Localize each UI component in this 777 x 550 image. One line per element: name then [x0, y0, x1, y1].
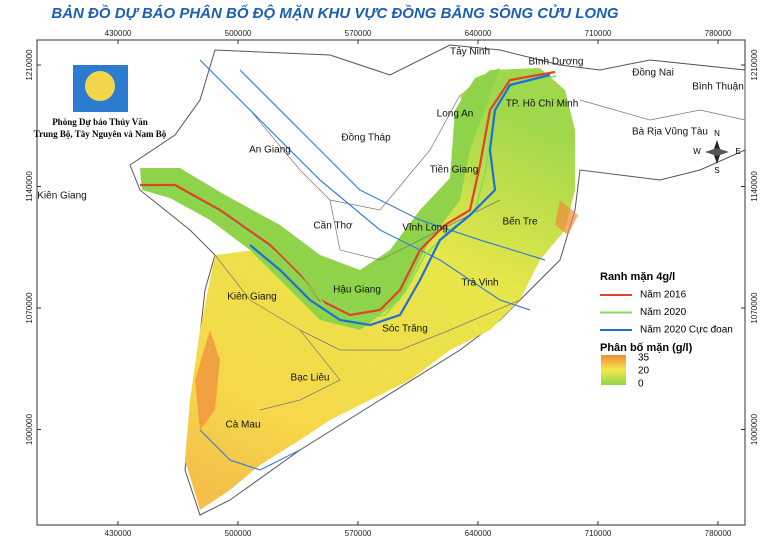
x-tick-label: 500000: [225, 529, 252, 538]
y-tick-label: 1070000: [25, 292, 34, 324]
scale-tick-label: 0: [638, 379, 644, 390]
compass-e: E: [735, 147, 740, 156]
province-label: Vĩnh Long: [402, 223, 448, 234]
rivers: [199, 59, 546, 471]
y-tick-label: 1000000: [750, 413, 759, 445]
province-label: TP. Hồ Chí Minh: [506, 98, 579, 110]
legend-scale: [601, 355, 626, 385]
province-label: Bến Tre: [502, 216, 537, 228]
logo-text: Trung Bộ, Tây Nguyên và Nam Bộ: [34, 129, 167, 139]
salinity-line-2020-extreme: [249, 73, 551, 327]
province-label: Long An: [437, 109, 474, 120]
logo-text: Phòng Dự báo Thủy Văn: [52, 117, 148, 127]
river: [199, 429, 301, 471]
y-tick-label: 1000000: [25, 413, 34, 445]
x-tick-label: 710000: [585, 529, 612, 538]
x-tick-label: 570000: [345, 29, 372, 38]
province-label: Đồng Nai: [632, 67, 674, 79]
province-label: Kiên Giang: [37, 191, 86, 202]
province-label: Cà Mau: [225, 420, 260, 431]
x-tick-label: 430000: [105, 29, 132, 38]
province-label: Bà Rịa Vũng Tàu: [632, 127, 708, 138]
province-label: Trà Vinh: [461, 278, 498, 289]
x-tick-label: 640000: [465, 529, 492, 538]
province-label: Bình Thuận: [692, 82, 744, 93]
province-label: Cần Thơ: [313, 220, 353, 232]
x-tick-label: 780000: [705, 529, 732, 538]
scale-tick-label: 20: [638, 366, 650, 377]
y-tick-label: 1210000: [750, 49, 759, 81]
x-tick-label: 430000: [105, 529, 132, 538]
province-label: Sóc Trăng: [382, 324, 428, 335]
province-label: Tây Ninh: [450, 47, 490, 58]
compass-needle: [705, 148, 729, 156]
y-tick-label: 1210000: [25, 49, 34, 81]
x-tick-label: 570000: [345, 529, 372, 538]
river: [199, 59, 531, 311]
province-label: Kiên Giang: [227, 292, 276, 303]
y-tick-label: 1140000: [25, 171, 34, 202]
border: [579, 99, 746, 121]
salinity-band: [140, 68, 500, 330]
province-borders: [214, 94, 746, 411]
y-tick-label: 1070000: [750, 292, 759, 324]
border: [299, 299, 521, 351]
border: [214, 254, 341, 411]
province-label: Bạc Liêu: [291, 373, 330, 384]
border: [249, 94, 461, 211]
legend-title: Ranh mặn 4g/l: [600, 271, 675, 283]
salinity-line-2020: [144, 75, 557, 321]
province-label: Hậu Giang: [333, 285, 381, 296]
province-label: Tiền Giang: [430, 164, 479, 176]
river: [239, 69, 546, 261]
province-label: Đồng Tháp: [341, 132, 391, 144]
title: BẢN ĐỒ DỰ BÁO PHÂN BỐ ĐỘ MẶN KHU VỰC ĐỒN…: [51, 4, 619, 22]
x-tick-label: 500000: [225, 29, 252, 38]
legend-title: Phân bố mặn (g/l): [600, 342, 693, 354]
hot-spot: [555, 200, 578, 235]
y-tick-label: 1140000: [750, 171, 759, 202]
compass: N S E W: [693, 129, 740, 175]
salinity-line-2016: [140, 70, 556, 317]
scale-tick-label: 35: [638, 353, 650, 364]
hot-spot: [195, 330, 220, 430]
x-tick-label: 710000: [585, 29, 612, 38]
compass-w: W: [693, 147, 701, 156]
compass-n: N: [714, 129, 720, 138]
x-tick-label: 640000: [465, 29, 492, 38]
legend-label: Năm 2016: [640, 290, 687, 301]
logo-emblem: [85, 71, 115, 101]
compass-s: S: [714, 166, 719, 175]
legend-label: Năm 2020 Cực đoan: [640, 325, 733, 336]
province-label: An Giang: [249, 145, 291, 156]
legend-label: Năm 2020: [640, 307, 687, 318]
border: [329, 199, 501, 261]
x-tick-label: 780000: [705, 29, 732, 38]
province-label: Bình Dương: [529, 57, 584, 68]
